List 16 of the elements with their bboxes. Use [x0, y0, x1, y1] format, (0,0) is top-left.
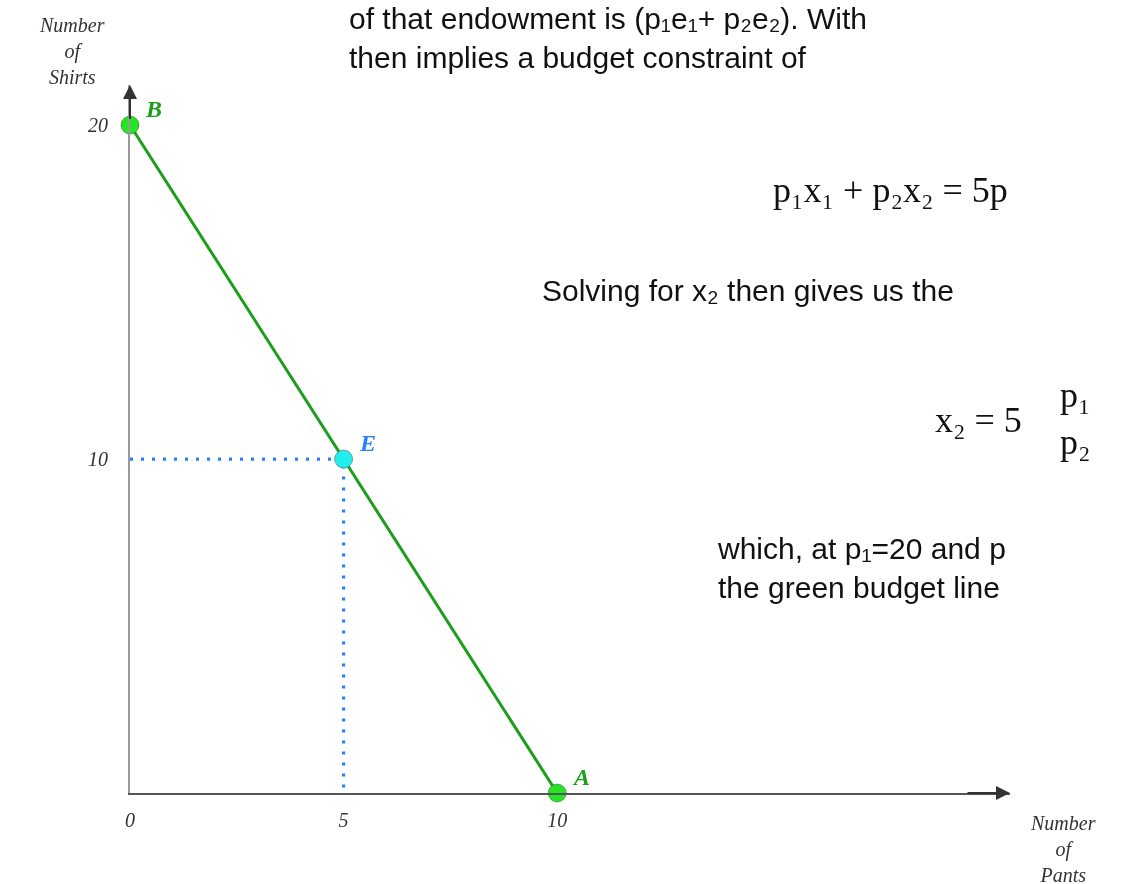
annotation: E: [359, 430, 377, 456]
x-tick-label: 10: [547, 809, 568, 831]
annotation: Solving for x₂ then gives us the: [542, 274, 954, 307]
text: p₁ p₂: [1060, 375, 1091, 462]
text: of that endowment is (p₁e₁+ p₂e₂). With then implies a budget constraint of: [349, 2, 867, 74]
x-tick-label: 5: [338, 809, 349, 831]
annotation: A: [572, 764, 591, 790]
annotation: which, at p₁=20 and p the green budget line: [717, 532, 1006, 604]
y-axis-title: Number of Shirts: [39, 14, 105, 88]
point: [334, 449, 354, 469]
annotation: B: [145, 96, 163, 122]
annotation: x₂ = 5: [935, 400, 1022, 440]
x-axis-title: Number of Pants: [1030, 812, 1096, 884]
annotation: p₁x₁ + p₂x₂ = 5p: [773, 170, 1008, 210]
x-tick-label: 0: [125, 809, 135, 831]
y-tick-label: 20: [88, 114, 108, 137]
